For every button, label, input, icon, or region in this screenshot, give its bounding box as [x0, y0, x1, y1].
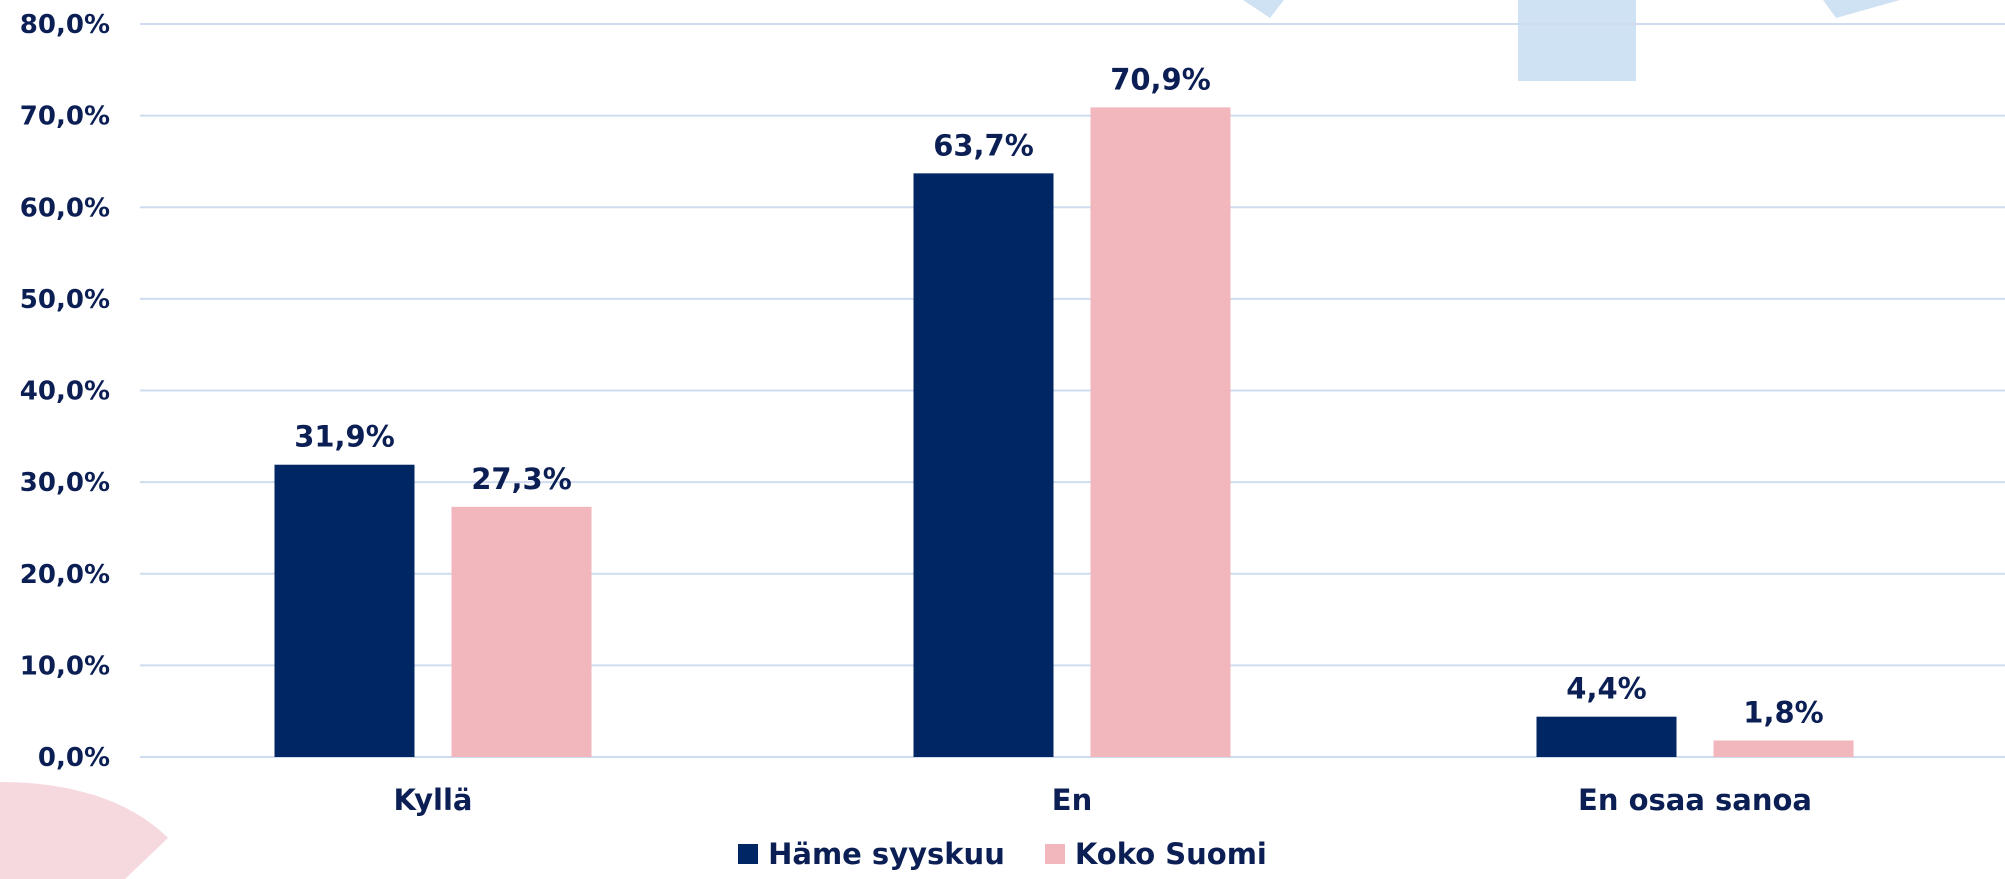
decor-blue-shard-left — [1243, 0, 1284, 18]
y-tick-label: 60,0% — [20, 193, 110, 223]
decor-pink-arc — [0, 782, 168, 879]
legend-label-hame: Häme syyskuu — [768, 837, 1005, 871]
bar — [1713, 740, 1854, 757]
data-label: 27,3% — [471, 462, 572, 496]
legend-item-hame[interactable]: Häme syyskuu — [738, 837, 1005, 871]
x-category-label: Kyllä — [394, 783, 473, 817]
legend-item-koko-suomi[interactable]: Koko Suomi — [1044, 837, 1267, 871]
legend-swatch-koko-suomi — [1044, 844, 1065, 864]
bar — [913, 173, 1054, 757]
data-label: 63,7% — [933, 128, 1034, 162]
decor-blue-shard-right — [1823, 0, 1900, 18]
bar — [1090, 107, 1231, 757]
y-tick-label: 70,0% — [20, 102, 110, 132]
y-tick-label: 50,0% — [20, 285, 110, 315]
y-axis: 0,0% 10,0% 20,0% 30,0% 40,0% 50,0% 60,0% 70,0% 8… — [20, 10, 110, 773]
x-category-label: En — [1052, 783, 1092, 817]
y-tick-label: 20,0% — [20, 560, 110, 590]
data-label: 4,4% — [1566, 672, 1646, 706]
data-label: 70,9% — [1110, 62, 1211, 96]
bar — [451, 506, 592, 757]
y-tick-label: 40,0% — [20, 377, 110, 407]
background-decor — [0, 0, 1900, 879]
legend-label-koko-suomi: Koko Suomi — [1074, 837, 1267, 871]
legend-swatch-hame — [738, 844, 759, 864]
x-category-label: En osaa sanoa — [1578, 783, 1812, 817]
bars — [274, 107, 1854, 757]
y-tick-label: 30,0% — [20, 468, 110, 498]
gridlines — [140, 23, 2005, 758]
bar — [1536, 716, 1677, 757]
legend: Häme syyskuu Koko Suomi — [0, 837, 2005, 871]
decor-blue-rect — [1518, 0, 1636, 81]
bar — [274, 464, 415, 757]
data-label: 1,8% — [1743, 696, 1823, 730]
y-tick-label: 10,0% — [20, 651, 110, 681]
y-tick-label: 80,0% — [20, 10, 110, 40]
data-labels: 31,9% 27,3% 63,7% 70,9% 4,4% 1,8% — [294, 62, 1824, 729]
x-axis: Kyllä En En osaa sanoa — [394, 783, 1812, 817]
data-label: 31,9% — [294, 420, 395, 454]
y-tick-label: 0,0% — [38, 743, 110, 773]
